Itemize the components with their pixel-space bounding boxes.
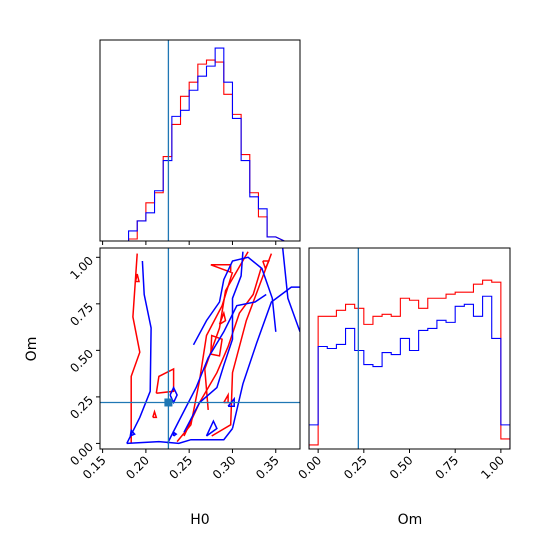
contour-series-1-level-5 bbox=[192, 256, 277, 346]
contour-series-0-level-7 bbox=[223, 392, 229, 404]
hist-Om-x-tick-label: 0.00 bbox=[295, 453, 324, 482]
hist-H0-frame bbox=[99, 39, 301, 242]
hist-series-0 bbox=[309, 279, 510, 449]
hist-Om-x-tick-label: 0.25 bbox=[341, 453, 370, 482]
hist-series-0 bbox=[128, 59, 285, 241]
contour-series-0-level-2 bbox=[204, 251, 249, 410]
contour-series-1-level-4 bbox=[166, 293, 267, 444]
contour-x-tick-label: 0.35 bbox=[253, 453, 282, 482]
contour-series-1-level-0 bbox=[126, 428, 234, 445]
contour-y-tick-label: 0.50 bbox=[67, 347, 96, 376]
contour-x-tick-label: 0.20 bbox=[123, 453, 152, 482]
contour-x-tick-label: 0.25 bbox=[167, 453, 196, 482]
y-axis-label-Om: Om bbox=[24, 337, 40, 362]
hist-Om-x-tick-label: 0.75 bbox=[433, 453, 462, 482]
contour-series-1-level-2 bbox=[126, 260, 152, 444]
contour-series-0-level-8 bbox=[134, 273, 140, 283]
contour-series-0-level-5 bbox=[155, 367, 175, 394]
panel-hist-Om: 0.00 0.25 0.50 0.75 1.00 Om bbox=[295, 247, 511, 528]
contour-x-tick-label: 0.30 bbox=[210, 453, 239, 482]
contour-xticks: 0.15 0.20 0.25 0.30 0.35 bbox=[80, 449, 282, 482]
contour-series-0-level-11 bbox=[210, 264, 232, 274]
contour-y-tick-label: 0.25 bbox=[67, 393, 96, 422]
contour-series-0-level-10 bbox=[218, 310, 227, 325]
contour-series-0-level-0 bbox=[130, 253, 141, 444]
contour-series-1-level-7 bbox=[172, 430, 178, 437]
panel-hist-H0 bbox=[99, 39, 301, 245]
hist-H0-xticks bbox=[102, 241, 277, 245]
contour-y-tick-label: 0.75 bbox=[67, 300, 96, 329]
hist-Om-xticks: 0.00 0.25 0.50 0.75 1.00 bbox=[295, 449, 507, 482]
truth-marker bbox=[164, 398, 173, 407]
hist-series-1 bbox=[128, 47, 285, 241]
contour-plot-area bbox=[100, 248, 300, 449]
contour-series-1-level-6 bbox=[281, 248, 300, 333]
x-axis-label-Om-hist: Om bbox=[398, 512, 423, 528]
contour-series-1-level-1 bbox=[231, 286, 300, 429]
contour-series-0-level-6 bbox=[210, 334, 223, 357]
contour-yticks: 0.000.250.500.751.00 bbox=[67, 254, 100, 468]
hist-Om-plot-area bbox=[309, 248, 510, 449]
contour-series-1-level-3 bbox=[183, 251, 244, 433]
contour-y-tick-label: 1.00 bbox=[67, 254, 96, 283]
contour-series-0-level-9 bbox=[152, 409, 158, 419]
panel-contour-H0-Om: 0.15 0.20 0.25 0.30 0.35 0.000.250.500.751.0… bbox=[24, 247, 301, 528]
hist-Om-x-tick-label: 1.00 bbox=[478, 453, 507, 482]
contour-frame bbox=[99, 247, 301, 450]
hist-Om-x-tick-label: 0.50 bbox=[387, 453, 416, 482]
x-axis-label-H0: H0 bbox=[190, 512, 209, 528]
contour-series-1-level-8 bbox=[129, 428, 136, 437]
hist-series-1 bbox=[309, 295, 510, 449]
contour-series-0-level-12 bbox=[262, 260, 270, 271]
contour-series-1-level-11 bbox=[205, 419, 218, 437]
hist-H0-plot-area bbox=[128, 40, 285, 241]
contour-series-1-level-9 bbox=[169, 385, 178, 405]
contour-series-0-level-1 bbox=[211, 253, 273, 437]
